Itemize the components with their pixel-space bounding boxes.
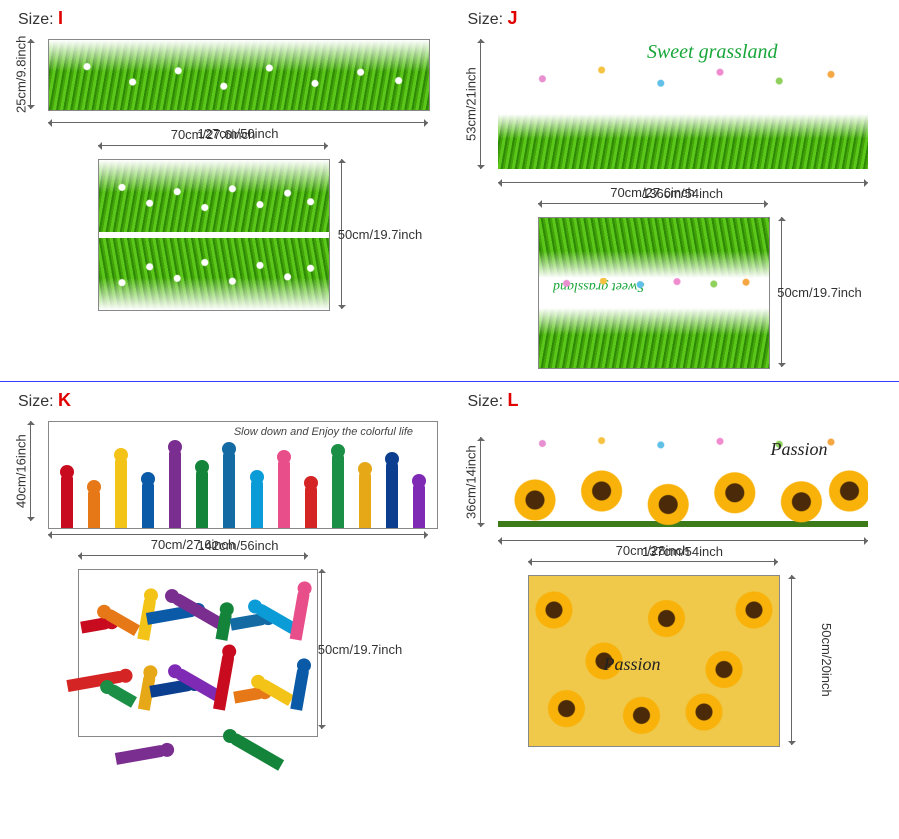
giraffe-shape: [290, 588, 311, 640]
giraffe-shape: [359, 470, 371, 528]
cell-I: Size: I 25cm/9.8inch 127cm/50inch 70cm/2…: [0, 0, 450, 382]
sheet-L: 70cm/28inch Passion 50cm/20inch: [528, 575, 778, 745]
giraffe-shape: [290, 665, 309, 710]
giraffe-shape: [142, 480, 154, 528]
giraffe-shape: [213, 651, 235, 710]
dim-L-sheet-w: 70cm/28inch: [528, 543, 778, 558]
dim-I-sheet-w: 70cm/27.6inch: [98, 127, 328, 142]
dim-I-sheet-h: 50cm/19.7inch: [342, 159, 418, 309]
giraffe-shape: [386, 460, 398, 528]
dim-J-sheet-h: 50cm/19.7inch: [782, 217, 858, 367]
size-letter-I: I: [58, 8, 63, 28]
dim-L-h: 36cm/14inch: [464, 437, 478, 527]
dim-K-sheet-w: 70cm/27.6inch: [78, 537, 308, 552]
giraffe-shape: [215, 609, 232, 641]
sheet-J: 70cm/27.6inch Sweet grassland 50cm/19.7i…: [538, 217, 768, 367]
applied-K: Slow down and Enjoy the colorful life 40…: [48, 421, 428, 521]
dim-J-sheet-w: 70cm/27.6inch: [538, 185, 768, 200]
giraffe-shape: [196, 468, 208, 528]
applied-J: Sweet grassland 53cm/21inch 136cm/54inch: [498, 39, 868, 169]
size-label-K: Size: K: [18, 390, 432, 411]
giraffe-shape: [251, 478, 263, 528]
giraffe-shape: [115, 456, 127, 528]
giraffe-shape: [114, 744, 166, 765]
dim-K-h: 40cm/16inch: [14, 421, 28, 521]
size-prefix: Size:: [18, 11, 54, 28]
giraffe-shape: [223, 450, 235, 528]
size-letter-J: J: [508, 8, 518, 28]
sheet-L-text: Passion: [604, 654, 661, 675]
giraffe-shape: [105, 682, 137, 707]
giraffe-shape: [88, 488, 100, 528]
size-letter-L: L: [508, 390, 519, 410]
size-label-J: Size: J: [468, 8, 882, 29]
size-prefix: Size:: [468, 393, 504, 410]
dim-L-sheet-h: 50cm/20inch: [792, 575, 862, 745]
sheet-I: 70cm/27.6inch 50cm/19.7inch: [98, 159, 328, 309]
size-label-L: Size: L: [468, 390, 882, 411]
giraffe-shape: [278, 458, 290, 528]
giraffe-shape: [332, 452, 344, 528]
size-prefix: Size:: [468, 11, 504, 28]
dim-I-h: 25cm/9.8inch: [14, 39, 28, 109]
size-letter-K: K: [58, 390, 71, 410]
giraffe-shape: [413, 482, 425, 528]
cell-K: Size: K Slow down and Enjoy the colorful…: [0, 382, 450, 759]
cell-J: Size: J Sweet grassland 53cm/21inch 136c…: [450, 0, 899, 382]
cell-L: Size: L Passion 36cm/14inch 137cm/54inch…: [450, 382, 899, 759]
size-grid: Size: I 25cm/9.8inch 127cm/50inch 70cm/2…: [0, 0, 899, 759]
giraffe-shape: [305, 484, 317, 528]
caption-K: Slow down and Enjoy the colorful life: [234, 426, 413, 438]
sheet-K: 70cm/27.6inch 50cm/19.7inch: [78, 569, 308, 729]
applied-I: 25cm/9.8inch 127cm/50inch: [48, 39, 428, 109]
dim-J-h: 53cm/21inch: [464, 39, 478, 169]
giraffe-shape: [169, 448, 181, 528]
size-label-I: Size: I: [18, 8, 432, 29]
size-prefix: Size:: [18, 393, 54, 410]
caption-L: Passion: [770, 439, 827, 460]
applied-L: Passion 36cm/14inch 137cm/54inch: [498, 437, 868, 527]
giraffe-shape: [61, 473, 73, 528]
giraffe-shape: [227, 731, 283, 770]
dim-K-sheet-h: 50cm/19.7inch: [322, 569, 398, 729]
